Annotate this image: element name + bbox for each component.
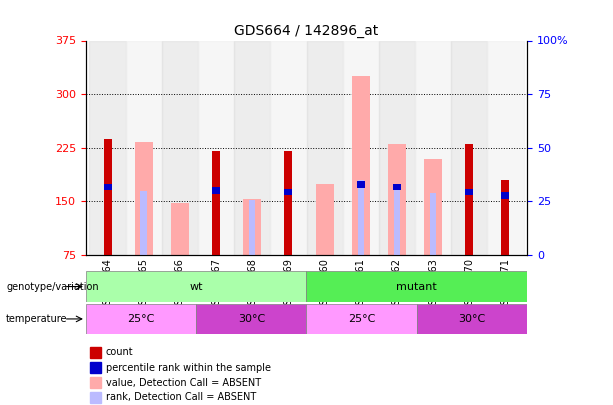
Bar <box>451 40 487 255</box>
Text: count: count <box>105 347 133 357</box>
Bar <box>89 40 126 255</box>
Bar <box>502 192 509 255</box>
Text: 25°C: 25°C <box>128 314 154 324</box>
Text: wt: wt <box>189 281 203 292</box>
Bar <box>357 181 365 188</box>
Bar <box>86 271 306 302</box>
Text: mutant: mutant <box>397 281 437 292</box>
Bar <box>198 40 234 255</box>
Bar <box>379 40 415 255</box>
Bar <box>249 200 256 255</box>
Bar <box>357 180 364 255</box>
Bar <box>306 271 527 302</box>
Bar <box>306 304 417 334</box>
Bar <box>171 203 189 255</box>
Bar <box>90 347 101 358</box>
Bar <box>90 392 101 403</box>
Bar <box>487 40 524 255</box>
Bar <box>501 180 509 255</box>
Text: temperature: temperature <box>6 314 67 324</box>
Bar <box>415 40 451 255</box>
Bar <box>284 189 292 195</box>
Bar <box>90 362 101 373</box>
Bar <box>501 192 509 198</box>
Bar <box>140 191 147 255</box>
Bar <box>270 40 306 255</box>
Bar <box>285 192 292 255</box>
Bar <box>135 142 153 255</box>
Text: rank, Detection Call = ABSENT: rank, Detection Call = ABSENT <box>105 392 256 402</box>
Bar <box>393 183 401 190</box>
Bar <box>212 187 220 194</box>
Text: percentile rank within the sample: percentile rank within the sample <box>105 363 271 373</box>
Bar <box>284 151 292 255</box>
Bar <box>196 304 306 334</box>
Text: 25°C: 25°C <box>348 314 375 324</box>
Bar <box>343 40 379 255</box>
Text: value, Detection Call = ABSENT: value, Detection Call = ABSENT <box>105 377 261 388</box>
Bar <box>388 144 406 255</box>
Bar <box>394 183 400 255</box>
Bar <box>243 199 261 255</box>
Bar <box>90 377 101 388</box>
Text: genotype/variation: genotype/variation <box>6 282 99 292</box>
Bar <box>126 40 162 255</box>
Bar <box>316 183 333 255</box>
Bar <box>162 40 198 255</box>
Bar <box>430 193 436 255</box>
Bar <box>465 189 473 195</box>
Bar <box>104 183 112 190</box>
Bar <box>417 304 527 334</box>
Bar <box>352 76 370 255</box>
Bar <box>86 304 196 334</box>
Bar <box>212 151 220 255</box>
Text: 30°C: 30°C <box>459 314 485 324</box>
Title: GDS664 / 142896_at: GDS664 / 142896_at <box>234 24 379 38</box>
Bar <box>306 40 343 255</box>
Bar <box>424 159 442 255</box>
Bar <box>465 144 473 255</box>
Bar <box>234 40 270 255</box>
Text: 30°C: 30°C <box>238 314 265 324</box>
Bar <box>104 139 112 255</box>
